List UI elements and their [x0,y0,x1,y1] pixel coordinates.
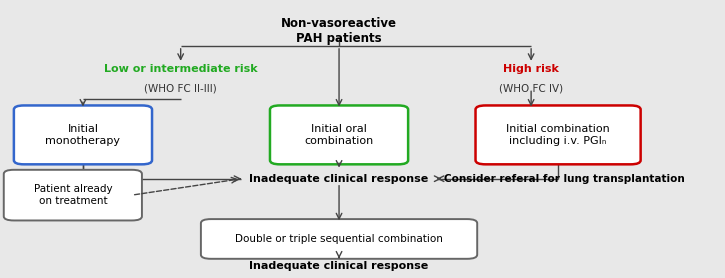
Text: Patient already
on treatment: Patient already on treatment [33,184,112,206]
FancyBboxPatch shape [4,170,142,220]
Text: (WHO FC IV): (WHO FC IV) [499,83,563,93]
FancyBboxPatch shape [476,105,641,164]
Text: Consider referal for lung transplantation: Consider referal for lung transplantatio… [444,174,684,184]
FancyBboxPatch shape [201,219,477,259]
Text: Initial
monotherapy: Initial monotherapy [46,124,120,146]
Text: Inadequate clinical response: Inadequate clinical response [249,260,428,270]
Text: Initial oral
combination: Initial oral combination [304,124,373,146]
Text: Inadequate clinical response: Inadequate clinical response [249,174,428,184]
Text: Double or triple sequential combination: Double or triple sequential combination [235,234,443,244]
FancyBboxPatch shape [14,105,152,164]
Text: Low or intermediate risk: Low or intermediate risk [104,64,257,74]
Text: High risk: High risk [503,64,559,74]
Text: (WHO FC II-III): (WHO FC II-III) [144,83,217,93]
Text: Initial combination
including i.v. PGIₙ: Initial combination including i.v. PGIₙ [506,124,610,146]
Text: Non-vasoreactive
PAH patients: Non-vasoreactive PAH patients [281,17,397,45]
FancyBboxPatch shape [270,105,408,164]
